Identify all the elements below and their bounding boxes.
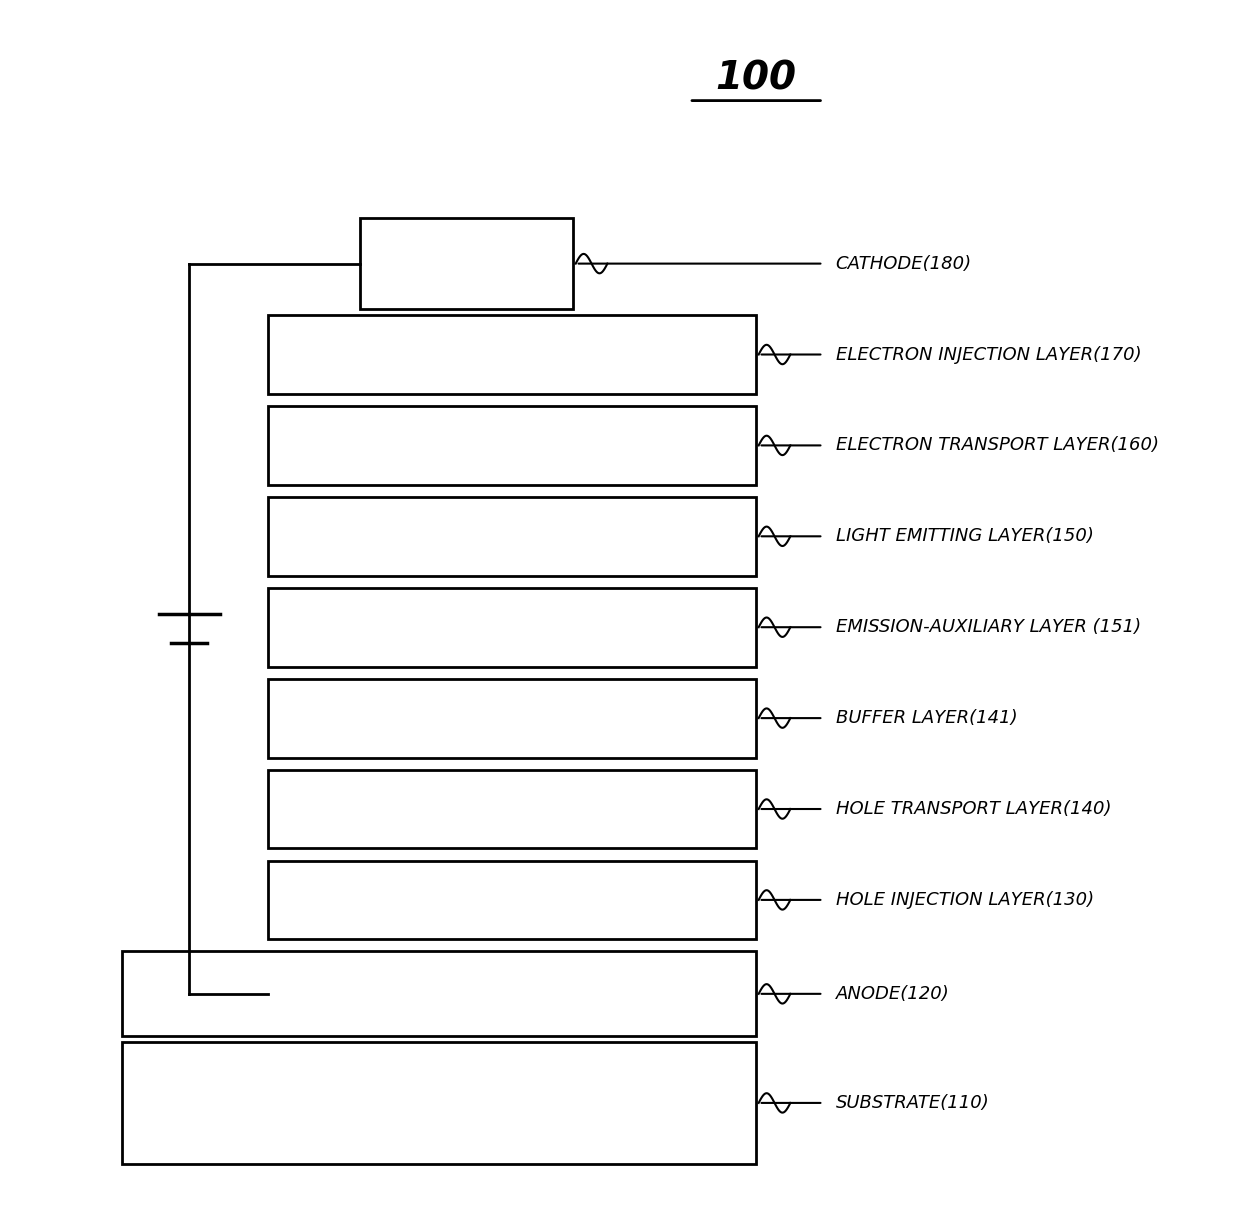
Text: 100: 100 xyxy=(715,59,797,98)
FancyBboxPatch shape xyxy=(268,315,756,394)
Text: SUBSTRATE(110): SUBSTRATE(110) xyxy=(836,1094,990,1111)
Text: ELECTRON INJECTION LAYER(170): ELECTRON INJECTION LAYER(170) xyxy=(836,345,1141,364)
FancyBboxPatch shape xyxy=(268,497,756,576)
Text: CATHODE(180): CATHODE(180) xyxy=(836,255,972,273)
Text: BUFFER LAYER(141): BUFFER LAYER(141) xyxy=(836,709,1017,727)
FancyBboxPatch shape xyxy=(122,1042,756,1164)
Text: EMISSION-AUXILIARY LAYER (151): EMISSION-AUXILIARY LAYER (151) xyxy=(836,618,1141,636)
FancyBboxPatch shape xyxy=(268,770,756,848)
FancyBboxPatch shape xyxy=(268,861,756,939)
Text: ELECTRON TRANSPORT LAYER(160): ELECTRON TRANSPORT LAYER(160) xyxy=(836,436,1158,454)
Text: ANODE(120): ANODE(120) xyxy=(836,985,950,1002)
Text: LIGHT EMITTING LAYER(150): LIGHT EMITTING LAYER(150) xyxy=(836,527,1094,545)
Text: HOLE INJECTION LAYER(130): HOLE INJECTION LAYER(130) xyxy=(836,891,1094,909)
Text: HOLE TRANSPORT LAYER(140): HOLE TRANSPORT LAYER(140) xyxy=(836,800,1111,818)
FancyBboxPatch shape xyxy=(268,588,756,667)
FancyBboxPatch shape xyxy=(268,406,756,485)
FancyBboxPatch shape xyxy=(122,951,756,1036)
FancyBboxPatch shape xyxy=(360,218,573,309)
FancyBboxPatch shape xyxy=(268,679,756,758)
